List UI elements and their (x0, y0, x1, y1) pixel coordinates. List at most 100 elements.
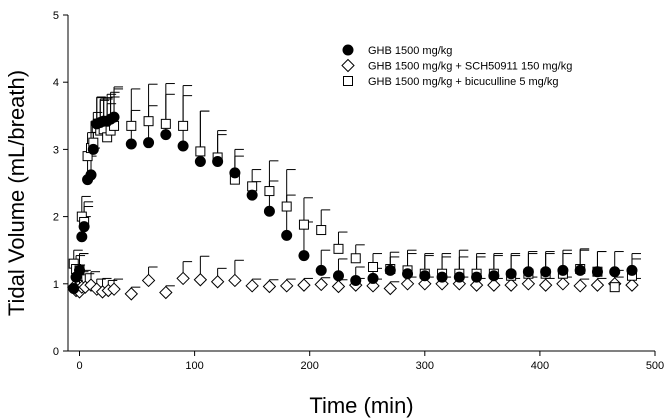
data-point (263, 205, 275, 217)
data-point (590, 278, 605, 292)
data-point (469, 278, 484, 292)
data-point (176, 271, 190, 286)
data-point (538, 278, 553, 292)
x-axis-title: Time (min) (309, 393, 413, 418)
data-point (400, 277, 415, 291)
data-point (178, 120, 189, 131)
legend-marker (341, 58, 355, 73)
data-point (609, 266, 621, 278)
data-point (573, 279, 587, 293)
data-point (108, 111, 120, 123)
data-point (418, 277, 432, 291)
data-point (76, 231, 88, 243)
data-point (436, 271, 448, 283)
y-tick-label: 2 (53, 212, 59, 224)
data-point (210, 275, 225, 289)
data-point (419, 270, 431, 282)
data-point (194, 155, 206, 167)
legend-label: GHB 1500 mg/kg (368, 45, 452, 57)
data-point (74, 264, 86, 276)
data-point (453, 271, 465, 283)
data-point (298, 250, 310, 262)
data-point (368, 262, 379, 272)
data-point (262, 279, 277, 294)
x-tick-label: 200 (301, 360, 319, 372)
data-point (383, 281, 397, 296)
data-point (574, 264, 586, 276)
y-tick-label: 1 (53, 279, 59, 291)
axes: 0 1 2 3 4 5 0 100 200 300 400 500 (53, 10, 664, 372)
data-point (160, 118, 171, 129)
data-point (332, 270, 344, 282)
data-point (212, 155, 224, 167)
y-tick-label: 3 (53, 144, 59, 156)
data-point (160, 129, 172, 141)
data-point (402, 268, 414, 280)
data-point (625, 278, 639, 292)
data-point (143, 116, 154, 127)
y-tick-label: 5 (53, 10, 59, 22)
data-point (143, 137, 155, 149)
data-point (609, 282, 620, 293)
data-point (107, 282, 121, 296)
data-point (331, 279, 346, 294)
x-tick-label: 100 (185, 360, 203, 372)
legend-label: GHB 1500 mg/kg + SCH50911 150 mg/kg (368, 61, 572, 73)
data-point (540, 266, 552, 278)
data-point (504, 278, 518, 292)
y-tick-label: 0 (53, 346, 59, 358)
legend-marker (343, 76, 353, 86)
legend-marker (342, 44, 354, 56)
data-point (126, 120, 137, 131)
x-tick-label: 400 (531, 360, 549, 372)
data-point (314, 277, 328, 292)
data-point (505, 268, 517, 280)
data-point (246, 189, 258, 201)
data-point (281, 201, 292, 212)
legend-label: GHB 1500 mg/kg + bicuculline 5 mg/kg (368, 76, 558, 88)
error-bars (73, 83, 641, 294)
data-point (87, 143, 99, 155)
data-point (556, 277, 570, 291)
y-tick-label: 4 (53, 77, 59, 89)
data-points (67, 111, 639, 301)
data-point (68, 283, 80, 295)
data-point (384, 264, 396, 276)
data-point (488, 270, 500, 282)
data-point (297, 278, 311, 292)
data-point (487, 278, 501, 292)
data-point (522, 266, 534, 278)
y-axis-title: Tidal Volume (mL/breath) (4, 70, 29, 316)
data-point (350, 274, 362, 286)
data-point (228, 273, 242, 288)
x-tick-label: 500 (646, 360, 664, 372)
data-point (298, 219, 309, 230)
data-point (350, 253, 361, 264)
data-point (626, 264, 638, 276)
x-tick-label: 300 (416, 360, 434, 372)
legend: GHB 1500 mg/kg GHB 1500 mg/kg + SCH50911 … (341, 44, 572, 88)
data-point (195, 146, 206, 157)
data-point (264, 186, 275, 197)
data-point (247, 181, 258, 192)
data-point (193, 273, 208, 287)
data-point (316, 225, 327, 236)
data-point (124, 287, 139, 301)
data-point (78, 221, 90, 233)
data-point (281, 229, 293, 241)
data-point (141, 273, 156, 288)
data-point (315, 264, 327, 276)
data-point (521, 277, 536, 291)
data-point (279, 279, 294, 293)
data-point (367, 272, 379, 284)
data-point (557, 264, 569, 276)
data-point (229, 167, 241, 179)
data-point (471, 271, 483, 283)
data-point (245, 279, 259, 293)
data-point (591, 266, 603, 278)
data-point (125, 138, 137, 150)
data-point (177, 140, 189, 152)
x-tick-label: 0 (76, 360, 82, 372)
data-point (85, 169, 97, 181)
